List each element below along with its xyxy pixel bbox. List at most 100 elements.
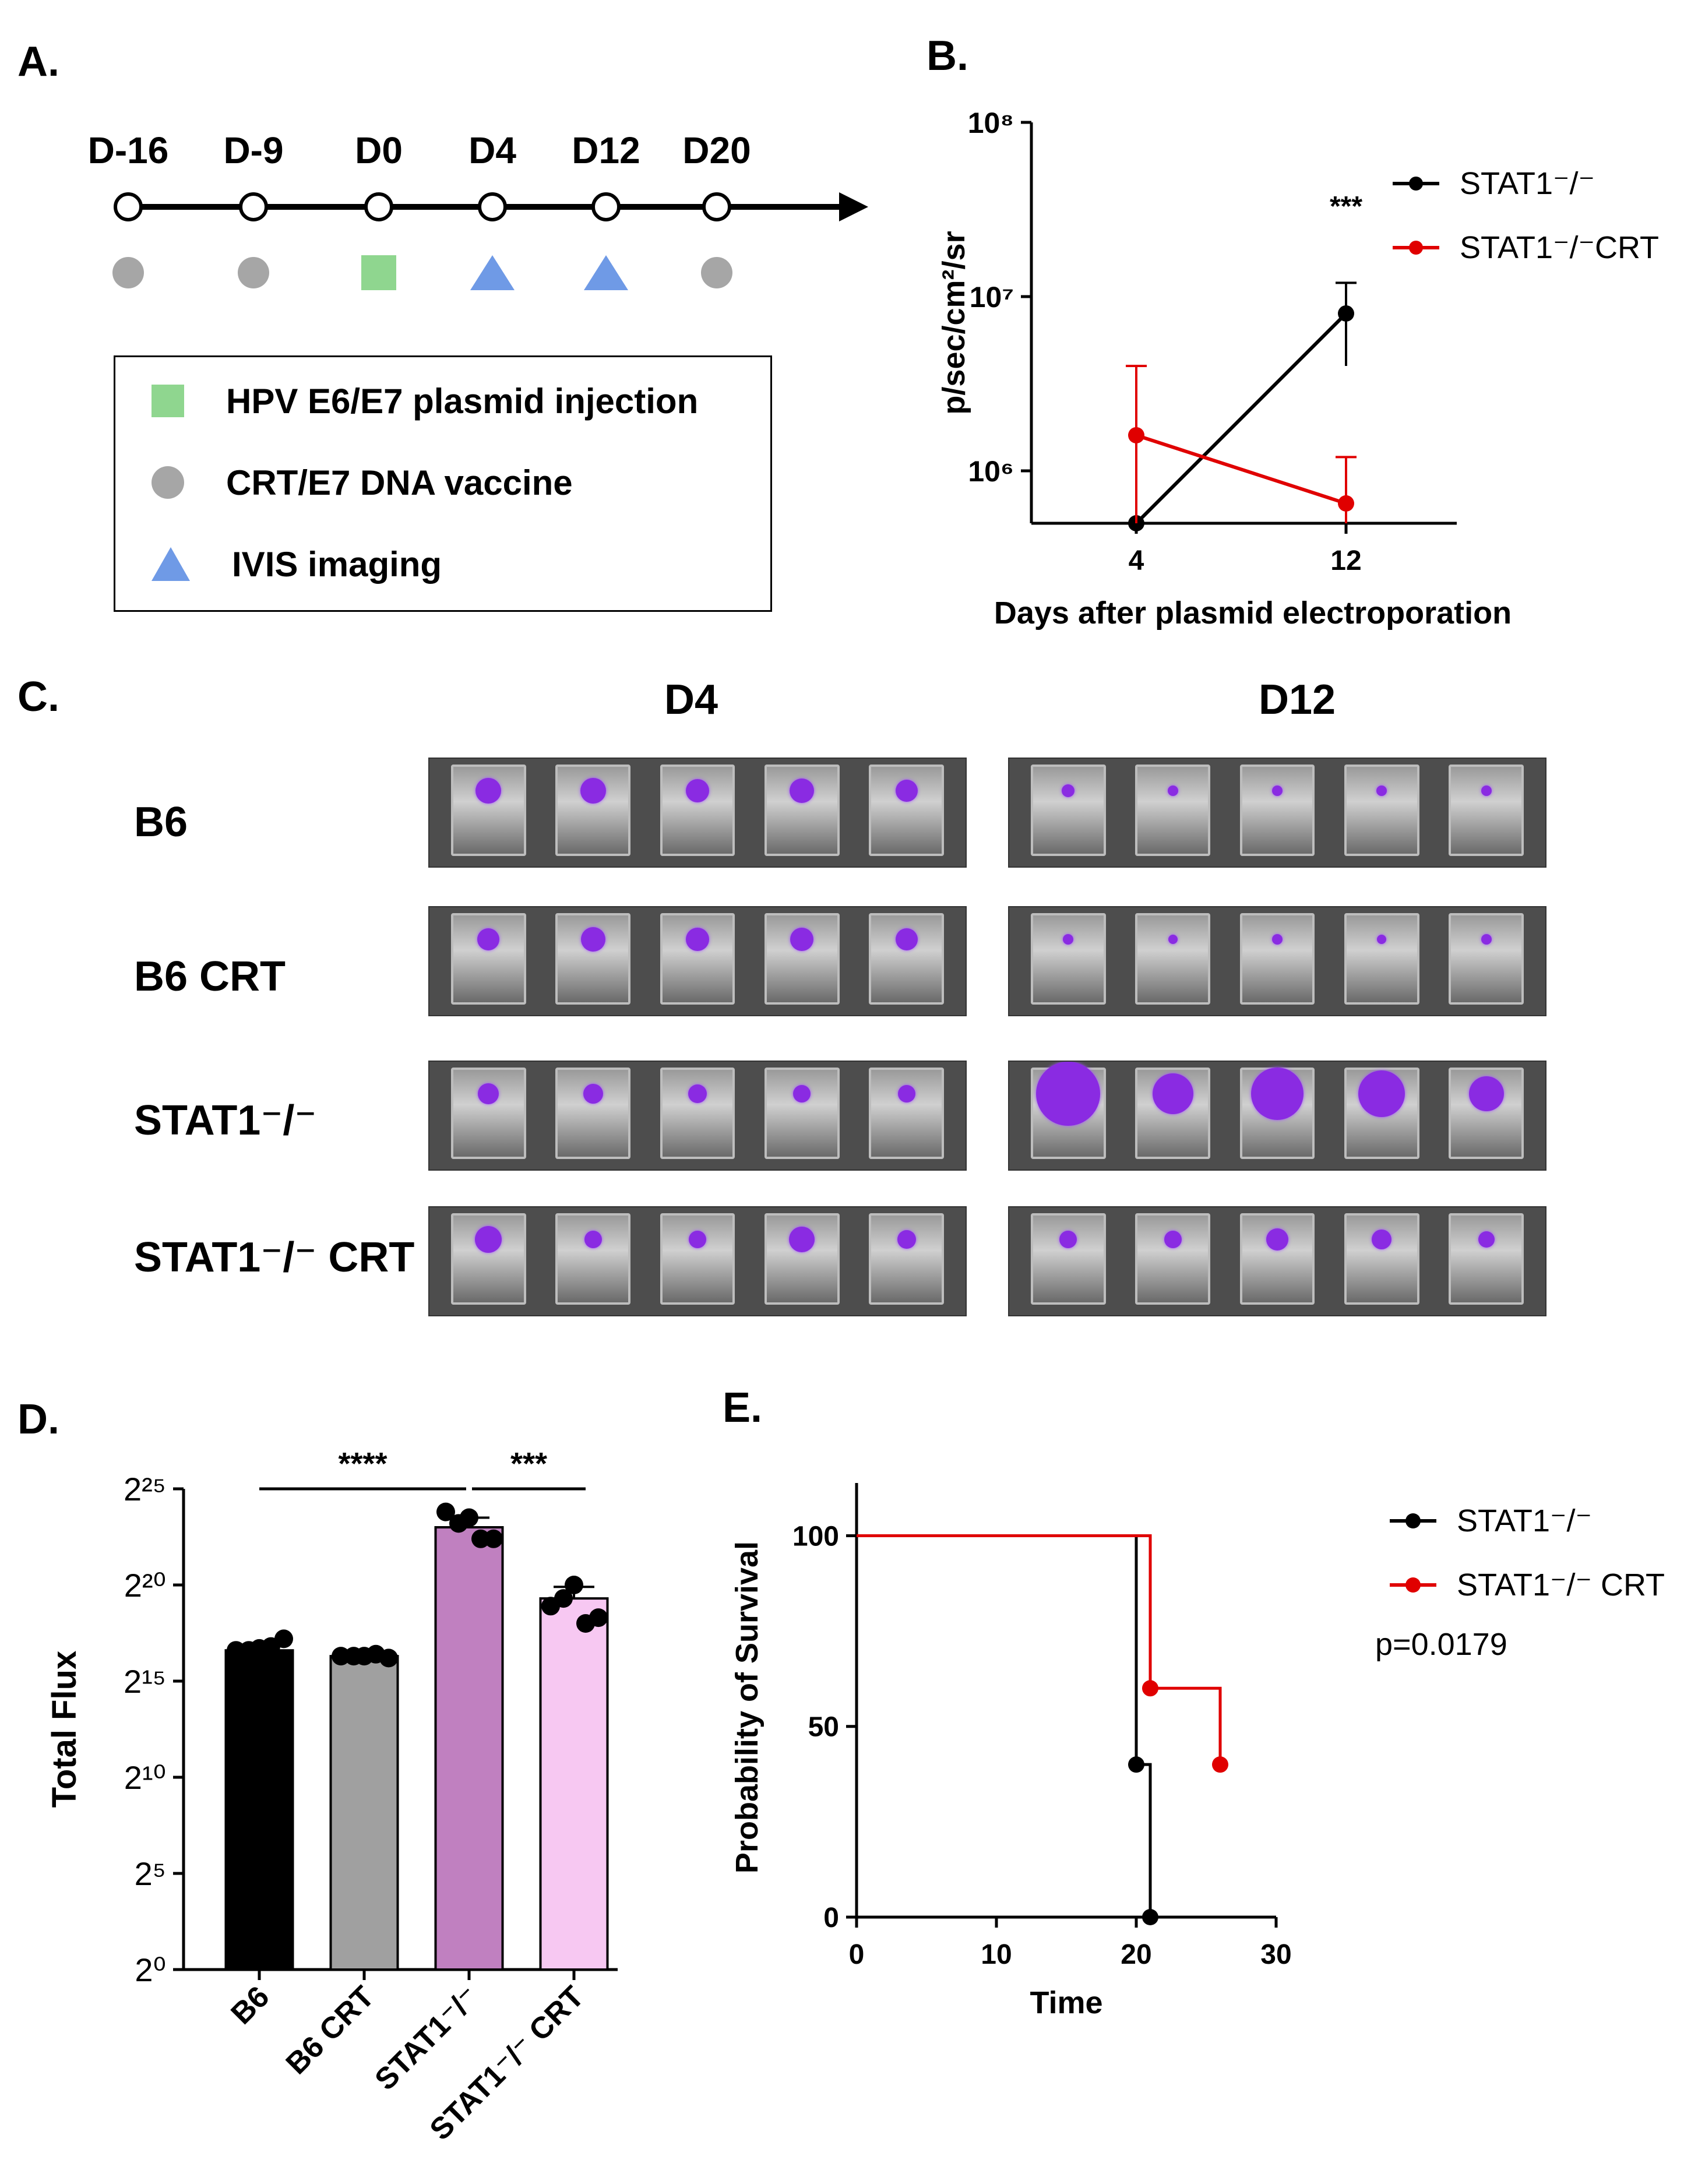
luminescence-spot <box>895 780 918 802</box>
chart-b-line-0 <box>1135 312 1348 525</box>
chart-e-censor-0-1 <box>1142 1909 1158 1925</box>
chart-b-x-tick-label-0: 4 <box>1129 545 1144 576</box>
mouse-well <box>660 913 735 1005</box>
luminescence-spot <box>584 1231 602 1248</box>
blue-triangle-shape <box>152 547 190 581</box>
chart-b-point-1-0 <box>1128 427 1144 443</box>
panel-a-label: A. <box>17 38 59 85</box>
chart-d-point-3-2 <box>565 1576 583 1594</box>
luminescence-spot <box>789 1227 815 1252</box>
blue-triangle-icon <box>152 547 190 581</box>
luminescence-spot <box>897 1085 915 1102</box>
chart-e-y-label: Probability of Survival <box>730 1541 765 1873</box>
ivis-image-2-0 <box>428 1061 967 1171</box>
ivis-image-2-1 <box>1008 1061 1546 1171</box>
protocol-legend: HPV E6/E7 plasmid injection CRT/E7 DNA v… <box>114 355 772 612</box>
mouse-well <box>1030 765 1106 857</box>
legend-item-vaccine: CRT/E7 DNA vaccine <box>150 462 573 503</box>
mouse-well <box>660 1068 735 1160</box>
chart-e-y-tick-label-1: 50 <box>808 1712 839 1743</box>
chart-b-y-tick-label-0: 10⁶ <box>968 455 1014 488</box>
mouse-well <box>1135 765 1210 857</box>
luminescence-spot <box>475 778 502 804</box>
chart-b-x-label: Days after plasmid electroporation <box>994 596 1512 630</box>
luminescence-spot <box>1063 934 1074 945</box>
chart-d-point-3-1 <box>554 1589 573 1608</box>
mouse-well <box>1344 1213 1419 1305</box>
chart-e-legend-marker-1 <box>1405 1577 1421 1593</box>
chart-d-point-0-4 <box>274 1629 293 1648</box>
luminescence-spot <box>895 928 918 950</box>
timeline-node-5 <box>702 192 731 221</box>
panel-c-label: C. <box>17 674 59 720</box>
mouse-well <box>765 765 840 857</box>
mouse-well <box>1030 1213 1106 1305</box>
luminescence-spot <box>1266 1228 1288 1250</box>
chart-e-x-tick-label-1: 10 <box>981 1939 1012 1970</box>
mouse-well <box>450 1068 526 1160</box>
luminescence-spot <box>686 779 709 802</box>
timeline-node-3 <box>478 192 507 221</box>
column-label-d4: D4 <box>664 677 718 723</box>
mouse-well <box>1030 913 1106 1005</box>
mouse-well <box>1239 1213 1315 1305</box>
mouse-well <box>1135 1213 1210 1305</box>
legend-item-imaging: IVIS imaging <box>150 544 442 584</box>
legend-item-plasmid: HPV E6/E7 plasmid injection <box>150 381 698 421</box>
timeline-node-0 <box>114 192 143 221</box>
chart-d-y-tick-label-2: 2¹⁰ <box>124 1759 166 1796</box>
timeline-node-2 <box>364 192 393 221</box>
chart-d-bar-1 <box>329 1655 399 1971</box>
mouse-well <box>765 1068 840 1160</box>
ivis-image-1-0 <box>428 906 967 1016</box>
chart-b-legend-marker-1 <box>1409 241 1423 255</box>
chart-d-bar-3 <box>539 1597 609 1971</box>
luminescence-spot <box>1062 784 1075 797</box>
chart-e-x-label: Time <box>1030 1985 1102 2020</box>
chart-e-curve-0 <box>857 1534 1152 1917</box>
chart-b-point-0-1 <box>1338 305 1354 322</box>
row-label-b6: B6 <box>134 799 188 846</box>
timeline-day-5: D20 <box>682 129 751 171</box>
luminescence-spot <box>1164 1231 1182 1248</box>
chart-e-censor-1-1 <box>1212 1756 1228 1773</box>
mouse-well <box>869 1068 945 1160</box>
chart-d-sig-label-0: **** <box>338 1446 387 1481</box>
chart-d-point-0-0 <box>227 1641 245 1660</box>
chart-e-survival: 0 50 100 0 10 20 30 Time Probability of Survival… <box>730 1483 1665 2020</box>
timeline-marker-3 <box>470 255 515 290</box>
mouse-well <box>555 1213 630 1305</box>
luminescence-spot <box>580 927 605 952</box>
luminescence-spot <box>1251 1068 1304 1120</box>
chart-b-legend-label-1: STAT1⁻/⁻CRT <box>1460 230 1659 265</box>
green-square-shape <box>152 385 184 417</box>
mouse-well <box>555 913 630 1005</box>
luminescence-spot <box>897 1230 916 1249</box>
ivis-image-3-1 <box>1008 1206 1546 1316</box>
mouse-well <box>1449 1213 1524 1305</box>
chart-d-point-2-0 <box>436 1502 455 1521</box>
mouse-well <box>1449 913 1524 1005</box>
chart-e-censor-1-0 <box>1142 1680 1158 1697</box>
chart-d-point-2-2 <box>460 1508 478 1527</box>
luminescence-spot <box>478 1083 499 1104</box>
luminescence-spot <box>1168 935 1178 944</box>
green-square-icon <box>152 385 184 417</box>
chart-b-x-tick-label-1: 12 <box>1330 545 1361 576</box>
luminescence-spot <box>1377 935 1387 944</box>
mouse-well <box>869 1213 945 1305</box>
luminescence-spot <box>1152 1073 1193 1114</box>
timeline-node-4 <box>591 192 621 221</box>
chart-b-y-tick-label-2: 10⁸ <box>968 107 1014 139</box>
timeline-day-3: D4 <box>468 129 516 171</box>
gray-circle-shape <box>152 466 184 499</box>
panel-e-label: E. <box>723 1385 763 1431</box>
chart-d-x-tick-label-1: B6 CRT <box>280 1979 381 2081</box>
luminescence-spot <box>1059 1231 1077 1248</box>
timeline-diagram: D-16 D-9 D0 D4 D12 D20 <box>88 129 868 290</box>
timeline-marker-5 <box>701 257 732 288</box>
chart-b-line-1 <box>1136 434 1347 505</box>
chart-b-tumor-signal: 10⁶ 10⁷ 10⁸ 4 12 Days after plasmid electropo… <box>936 107 1659 630</box>
mouse-well <box>1344 913 1419 1005</box>
luminescence-spot <box>686 928 709 951</box>
